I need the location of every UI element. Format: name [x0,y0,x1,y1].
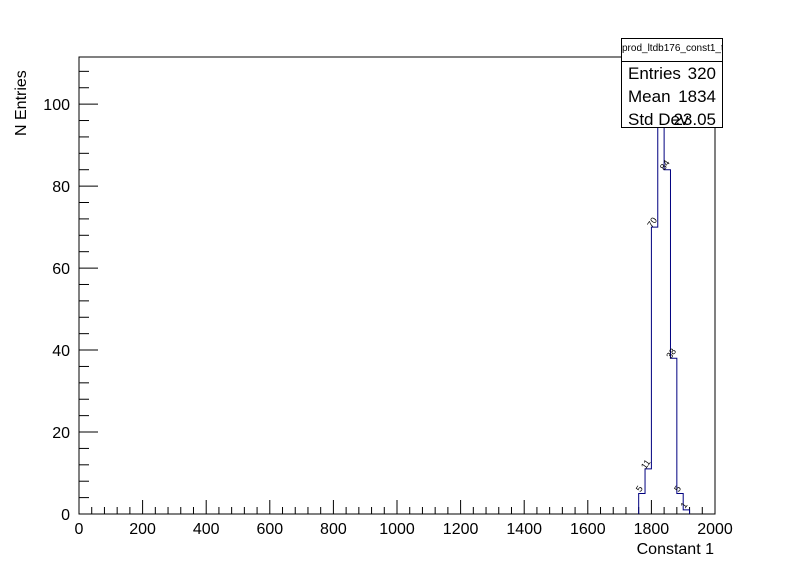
stats-row-mean: Mean 1834 [622,85,722,108]
stats-value: 23.05 [673,110,716,129]
x-tick-label: 1000 [379,521,415,538]
bar-value-label: 84 [658,158,672,172]
histogram-bar [664,170,670,514]
bar-value-label: 70 [645,215,659,229]
x-tick-label: 1800 [634,521,670,538]
stats-row-stddev: Std Dev 23.05 [622,108,722,131]
stats-box: prod_ltdb176_const1_temp Entries 320 Mea… [621,38,723,131]
plot-frame [78,56,716,515]
x-tick-label: 200 [129,521,156,538]
y-tick-label: 80 [52,179,70,196]
bar-value-label: 5 [672,484,683,494]
histogram-bar [658,67,664,514]
y-axis-title: N Entries [13,70,30,136]
x-tick-label: 1600 [570,521,606,538]
bar-value-label: 5 [634,484,645,494]
stats-key: Mean [628,87,671,106]
stats-key: Std Dev [628,110,689,129]
x-axis-title: Constant 1 [637,541,714,558]
y-tick-label: 40 [52,343,70,360]
histogram-bar [683,510,689,514]
x-tick-label: 600 [256,521,283,538]
histogram-bar [645,469,651,514]
stats-title: prod_ltdb176_const1_temp [622,39,722,62]
y-axis: 0 20 40 60 80 100 [43,70,98,524]
x-tick-label: 800 [320,521,347,538]
bar-value-label: 38 [664,347,678,361]
stats-value: 1834 [678,87,716,106]
x-tick-label: 1200 [443,521,479,538]
x-tick-label: 0 [75,521,84,538]
y-tick-label: 100 [43,97,70,114]
y-tick-label: 0 [61,507,70,524]
histogram-outline [638,66,691,514]
y-tick-label: 20 [52,425,70,442]
x-tick-label: 400 [193,521,220,538]
x-axis: 0 200 400 600 800 1000 1200 1400 1600 1800 2000 [75,500,733,538]
y-tick-label: 60 [52,261,70,278]
x-tick-label: 1400 [506,521,542,538]
x-tick-label: 2000 [697,521,733,538]
stats-row-entries: Entries 320 [622,62,722,85]
stats-value: 320 [687,64,716,83]
histogram-bar [639,494,645,514]
stats-key: Entries [628,64,681,83]
bar-value-label: 1 [678,500,689,510]
histogram-bar [651,227,657,514]
